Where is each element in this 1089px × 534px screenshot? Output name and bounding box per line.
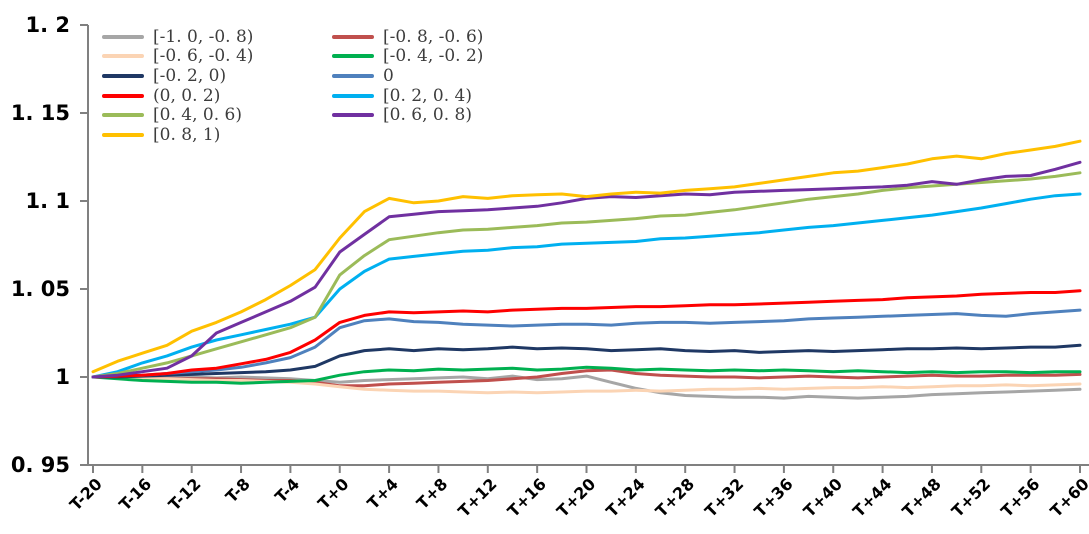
y-tick-label: 1. 2 xyxy=(25,13,70,37)
legend-item: [-0. 8, -0. 6) xyxy=(332,27,562,47)
x-tick-label: T+8 xyxy=(413,474,452,513)
legend-label: [0. 8, 1) xyxy=(153,124,221,145)
x-tick-label: T+24 xyxy=(602,474,648,520)
x-tick-label: T+28 xyxy=(652,474,698,520)
series-line-3 xyxy=(91,365,1082,385)
x-tick-label: T+32 xyxy=(701,474,747,520)
x-tick-label: T+20 xyxy=(553,474,599,520)
legend-swatch xyxy=(332,34,374,39)
y-tick-label: 1. 05 xyxy=(11,277,70,301)
y-tick-label: 1 xyxy=(55,365,70,389)
legend-label: [0. 4, 0. 6) xyxy=(153,105,242,126)
legend-swatch xyxy=(102,34,144,39)
legend-swatch xyxy=(102,132,144,137)
legend-label: (0, 0. 2) xyxy=(153,85,221,106)
legend-swatch xyxy=(102,113,144,118)
series-line-10 xyxy=(91,139,1082,374)
x-tick-label: T+52 xyxy=(948,474,994,520)
x-tick-label: T+56 xyxy=(997,474,1043,520)
series-line-6 xyxy=(91,289,1082,379)
x-tick-label: T+48 xyxy=(898,474,944,520)
legend-item: [0. 2, 0. 4) xyxy=(332,86,562,106)
x-tick-label: T+36 xyxy=(750,474,796,520)
legend-label: [-0. 6, -0. 4) xyxy=(153,46,254,67)
x-tick-label: T-8 xyxy=(222,474,254,506)
legend-item: [0. 8, 1) xyxy=(102,125,332,145)
legend-swatch xyxy=(332,113,374,118)
legend-item: [-0. 4, -0. 2) xyxy=(332,46,562,67)
x-tick-label: T+60 xyxy=(1046,474,1089,520)
series-line-8 xyxy=(91,171,1082,379)
legend-swatch xyxy=(102,54,144,59)
legend-label: [-0. 4, -0. 2) xyxy=(383,46,484,67)
legend-label: [0. 2, 0. 4) xyxy=(383,85,472,106)
x-tick-label: T-4 xyxy=(271,474,303,506)
series-line-5 xyxy=(91,308,1082,379)
legend-item: 0 xyxy=(332,66,562,86)
legend-item: [0. 4, 0. 6) xyxy=(102,105,332,125)
y-tick-label: 1. 15 xyxy=(11,101,70,125)
legend-swatch xyxy=(102,73,144,78)
legend-swatch xyxy=(332,93,374,98)
legend: [-1. 0, -0. 8) [-0. 8, -0. 6) [-0. 6, -0. … xyxy=(102,27,562,145)
x-tick-label: T+40 xyxy=(800,474,846,520)
x-tick-label: T+12 xyxy=(454,474,500,520)
x-tick-label: T+44 xyxy=(849,474,895,520)
legend-item: [-0. 6, -0. 4) xyxy=(102,46,332,67)
series-line-2 xyxy=(91,375,1082,395)
legend-label: [-0. 8, -0. 6) xyxy=(383,26,484,47)
x-tick-label: T+0 xyxy=(314,474,353,513)
legend-swatch xyxy=(102,93,144,98)
legend-label: [-0. 2, 0) xyxy=(153,65,227,86)
legend-item: (0, 0. 2) xyxy=(102,86,332,106)
x-tick-label: T+4 xyxy=(363,474,402,513)
legend-label: 0 xyxy=(383,65,394,86)
x-tick-label: T+16 xyxy=(504,474,550,520)
legend-item: [-1. 0, -0. 8) xyxy=(102,27,332,47)
series-line-7 xyxy=(91,192,1082,379)
y-tick-label: 0. 95 xyxy=(11,453,70,477)
legend-label: [-1. 0, -0. 8) xyxy=(153,26,254,47)
series-line-9 xyxy=(91,160,1082,379)
y-tick-label: 1. 1 xyxy=(25,189,70,213)
legend-label: [0. 6, 0. 8) xyxy=(383,105,472,126)
legend-item: [0. 6, 0. 8) xyxy=(332,105,562,125)
legend-item: [-0. 2, 0) xyxy=(102,66,332,86)
series-line-0 xyxy=(91,374,1082,400)
legend-swatch xyxy=(332,54,374,59)
x-tick-label: T-12 xyxy=(165,474,205,514)
x-tick-label: T-20 xyxy=(66,474,106,514)
x-tick-label: T-16 xyxy=(115,474,155,514)
series-line-4 xyxy=(91,343,1082,379)
legend-swatch xyxy=(332,73,374,78)
